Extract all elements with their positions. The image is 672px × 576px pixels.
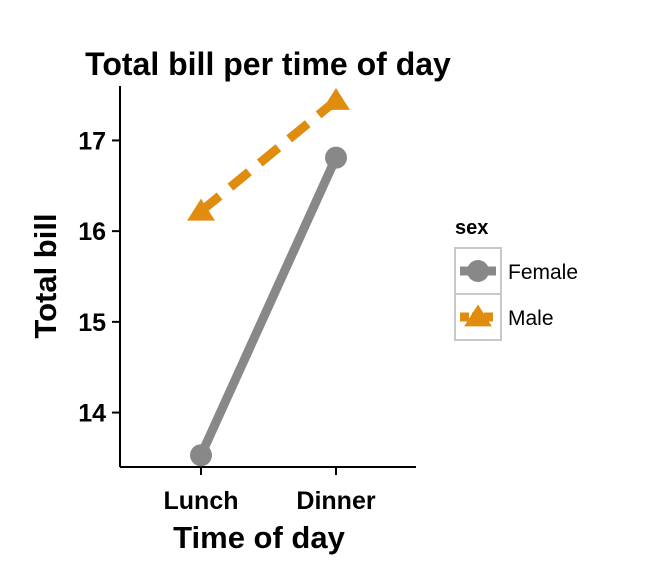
series-female xyxy=(190,146,347,467)
x-tick-label: Dinner xyxy=(296,487,375,515)
legend-title: sex xyxy=(455,217,488,239)
legend-items: Female Male xyxy=(454,247,578,341)
data-point xyxy=(187,198,215,221)
data-point xyxy=(190,444,212,467)
x-ticks: Lunch Dinner xyxy=(164,467,376,515)
legend-key-marker xyxy=(467,260,489,282)
series-layer xyxy=(187,87,350,467)
y-tick-label: 17 xyxy=(78,127,106,155)
y-tick-label: 16 xyxy=(78,218,106,246)
legend-label: Female xyxy=(508,261,578,284)
x-axis-title: Time of day xyxy=(173,520,345,555)
series-line xyxy=(198,97,339,215)
y-axis-title: Total bill xyxy=(28,213,63,338)
legend-key-marker xyxy=(464,304,492,327)
series-line xyxy=(196,155,341,458)
y-tick-label: 15 xyxy=(78,309,106,337)
data-point xyxy=(325,146,347,169)
series-male xyxy=(187,87,350,221)
data-point xyxy=(322,87,350,110)
plot-area: 14 15 16 17 Lunch Dinner xyxy=(78,86,416,515)
y-tick-label: 14 xyxy=(78,400,106,428)
x-tick-label: Lunch xyxy=(164,487,239,515)
chart-title: Total bill per time of day xyxy=(85,46,451,82)
legend-label: Male xyxy=(508,307,554,330)
legend: sex Female Male xyxy=(454,217,578,341)
legend-item-female: Female xyxy=(454,247,578,295)
y-ticks: 14 15 16 17 xyxy=(78,127,120,428)
legend-item-male: Male xyxy=(454,293,554,341)
